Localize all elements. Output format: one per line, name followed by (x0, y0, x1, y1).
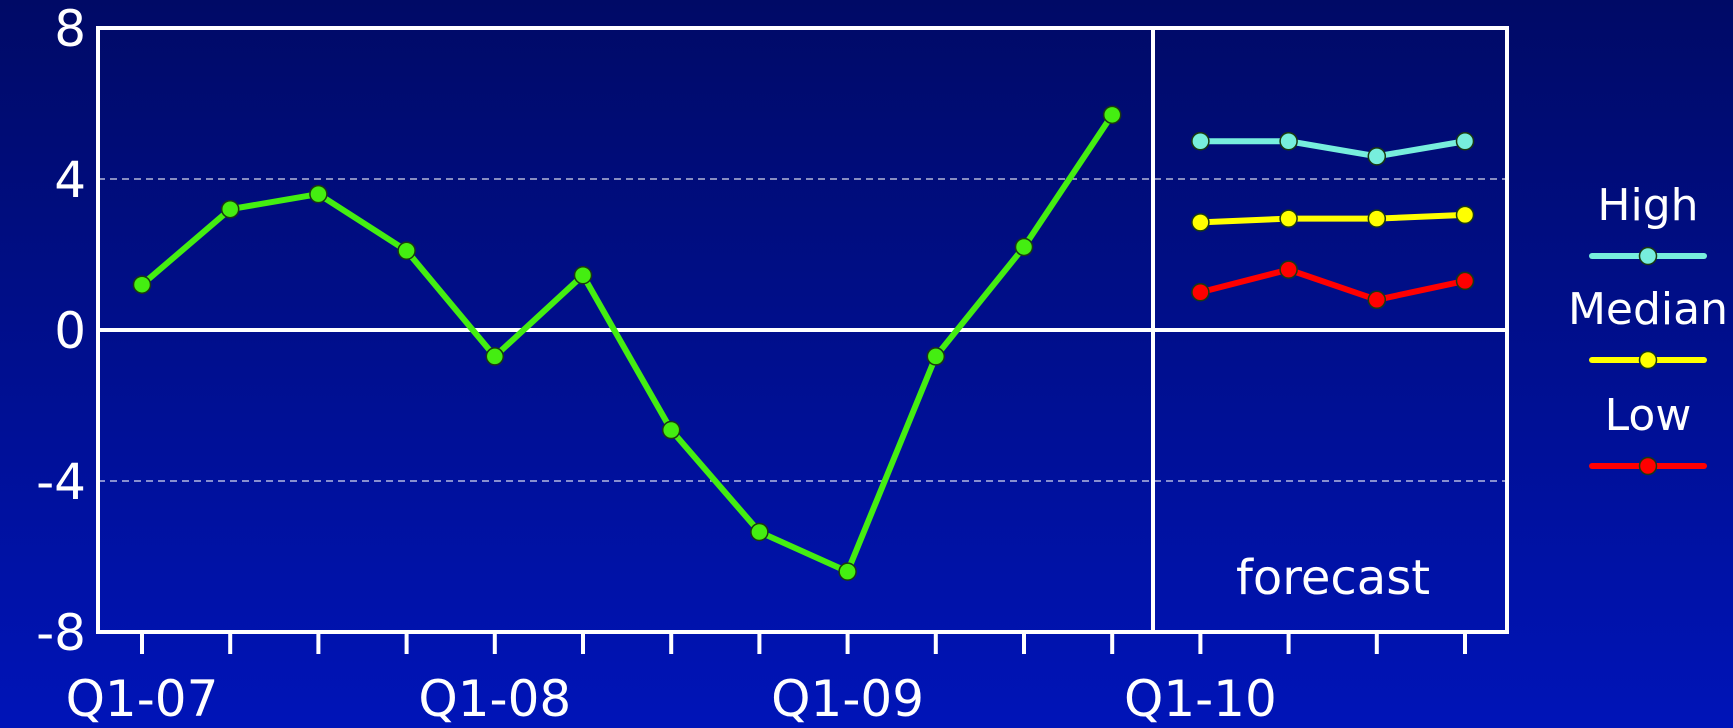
grid-layer (98, 178, 1507, 482)
series-layer (132, 105, 1475, 581)
actual-series (132, 105, 1122, 581)
actual-point (485, 347, 505, 366)
low-point (1367, 290, 1387, 310)
high-point (1279, 132, 1298, 151)
high-point (1191, 132, 1210, 151)
y-tick-label: -8 (36, 604, 86, 662)
low-point (1279, 260, 1298, 279)
actual-point (309, 184, 328, 204)
actual-point (838, 562, 857, 581)
actual-point (573, 266, 593, 285)
legend-label: Median (1568, 284, 1728, 335)
x-axis-labels: Q1-07 Q1-08 Q1-09 Q1-10 (66, 670, 1277, 728)
actual-point (750, 522, 769, 542)
low-line (1197, 266, 1468, 303)
low-series (1191, 260, 1475, 310)
plot-frame (96, 26, 1509, 634)
y-tick-label: 0 (54, 302, 86, 360)
legend-item-low: Low (1589, 390, 1707, 476)
low-point (1191, 283, 1210, 302)
legend-item-median: Median (1568, 284, 1728, 370)
actual-point (132, 275, 152, 294)
high-line (1197, 138, 1468, 160)
legend-label: High (1597, 180, 1698, 231)
actual-point (1014, 237, 1034, 257)
median-line (1197, 211, 1468, 226)
actual-point (661, 420, 681, 440)
plot-border (96, 26, 1509, 634)
median-point (1455, 205, 1475, 225)
legend: High Median Low (1568, 180, 1728, 476)
median-point (1191, 213, 1210, 232)
x-tick-label: Q1-07 (66, 670, 219, 728)
actual-point (397, 241, 416, 260)
high-point (1367, 147, 1387, 166)
legend-swatch-marker (1638, 350, 1658, 370)
actual-point (926, 347, 946, 366)
high-point (1455, 132, 1475, 151)
high-series (1191, 132, 1475, 166)
legend-swatch-marker (1638, 246, 1658, 266)
low-point (1455, 271, 1475, 291)
legend-label: Low (1605, 390, 1692, 441)
forecast-label: forecast (1236, 550, 1430, 606)
median-series (1191, 205, 1475, 232)
legend-item-high: High (1589, 180, 1707, 266)
actual-point (1102, 105, 1122, 125)
y-axis-labels: 8 4 0 -4 -8 (36, 0, 86, 662)
x-axis-ticks (140, 632, 1467, 654)
x-tick-label: Q1-10 (1124, 670, 1277, 728)
y-tick-label: -4 (36, 453, 86, 511)
y-tick-label: 8 (54, 0, 86, 58)
x-tick-label: Q1-09 (771, 670, 924, 728)
y-tick-label: 4 (54, 151, 86, 209)
median-point (1279, 209, 1298, 228)
legend-swatch-marker (1638, 456, 1658, 476)
actual-line (139, 111, 1116, 575)
median-point (1367, 209, 1387, 228)
actual-point (220, 199, 240, 219)
x-tick-label: Q1-08 (418, 670, 571, 728)
